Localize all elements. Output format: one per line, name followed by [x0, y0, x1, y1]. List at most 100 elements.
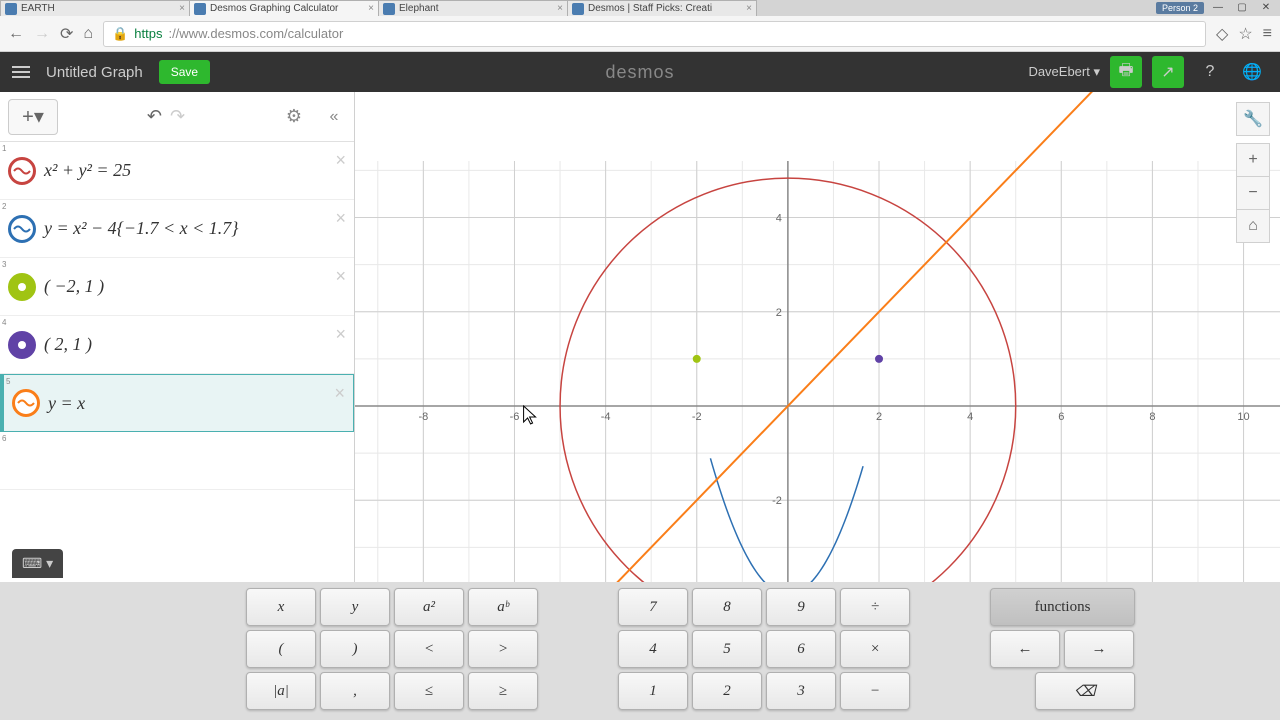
- close-window-icon[interactable]: ✕: [1256, 2, 1276, 14]
- svg-text:-6: -6: [510, 411, 520, 423]
- back-icon[interactable]: ←: [8, 25, 24, 43]
- close-icon[interactable]: ×: [557, 3, 563, 14]
- keypad-key[interactable]: >: [468, 630, 538, 668]
- tab-title: EARTH: [21, 3, 55, 14]
- reload-icon[interactable]: ⟳: [60, 24, 73, 44]
- help-icon[interactable]: ?: [1194, 56, 1226, 88]
- keypad-key[interactable]: 8: [692, 588, 762, 626]
- keypad-key[interactable]: −: [840, 672, 910, 710]
- expression-color-icon[interactable]: [8, 215, 36, 243]
- zoom-out-button[interactable]: −: [1236, 176, 1270, 210]
- keypad-key[interactable]: ×: [840, 630, 910, 668]
- menu-icon[interactable]: ≡: [1263, 25, 1272, 43]
- close-icon[interactable]: ×: [368, 3, 374, 14]
- hamburger-icon[interactable]: [12, 66, 30, 78]
- globe-icon[interactable]: 🌐: [1236, 56, 1268, 88]
- keypad-key[interactable]: 2: [692, 672, 762, 710]
- person-badge[interactable]: Person 2: [1156, 2, 1204, 14]
- forward-icon[interactable]: →: [34, 25, 50, 43]
- minimize-icon[interactable]: —: [1208, 2, 1228, 14]
- svg-text:-2: -2: [692, 411, 702, 423]
- svg-text:6: 6: [1058, 411, 1064, 423]
- keypad-key[interactable]: y: [320, 588, 390, 626]
- expression-text[interactable]: y = x² − 4{−1.7 < x < 1.7}: [44, 218, 239, 239]
- keypad-key[interactable]: ≥: [468, 672, 538, 710]
- expression-index: 3: [2, 260, 6, 269]
- keypad-key[interactable]: a²: [394, 588, 464, 626]
- expression-index: 5: [6, 377, 10, 386]
- gear-icon[interactable]: ⚙: [274, 106, 314, 127]
- keypad-key[interactable]: (: [246, 630, 316, 668]
- user-dropdown[interactable]: DaveEbert ▾: [1028, 64, 1100, 80]
- redo-icon[interactable]: ↷: [170, 106, 185, 127]
- arrow-left-key[interactable]: ←: [990, 630, 1060, 668]
- keypad-key[interactable]: <: [394, 630, 464, 668]
- wrench-icon[interactable]: 🔧: [1236, 102, 1270, 136]
- browser-tab[interactable]: EARTH ×: [0, 0, 190, 16]
- delete-expression-icon[interactable]: ×: [335, 324, 346, 345]
- browser-tab[interactable]: Desmos | Staff Picks: Creati×: [567, 0, 757, 16]
- home-icon[interactable]: ⌂: [83, 25, 93, 43]
- star-icon[interactable]: ☆: [1238, 24, 1252, 44]
- address-bar: ← → ⟳ ⌂ 🔒 https://www.desmos.com/calcula…: [0, 16, 1280, 52]
- expression-row[interactable]: 5 y = x ×: [0, 374, 354, 432]
- keypad-key[interactable]: 5: [692, 630, 762, 668]
- keypad-key[interactable]: 1: [618, 672, 688, 710]
- keypad-key[interactable]: 6: [766, 630, 836, 668]
- expression-text[interactable]: y = x: [48, 393, 85, 414]
- keypad-key[interactable]: |a|: [246, 672, 316, 710]
- maximize-icon[interactable]: ▢: [1232, 2, 1252, 14]
- keypad-key[interactable]: 3: [766, 672, 836, 710]
- delete-expression-icon[interactable]: ×: [335, 208, 346, 229]
- browser-tab[interactable]: Elephant×: [378, 0, 568, 16]
- expression-row[interactable]: 6: [0, 432, 354, 490]
- delete-expression-icon[interactable]: ×: [335, 150, 346, 171]
- keypad-key[interactable]: 4: [618, 630, 688, 668]
- backspace-key[interactable]: ⌫: [1035, 672, 1135, 710]
- expression-index: 6: [2, 434, 6, 443]
- close-icon[interactable]: ×: [746, 3, 752, 14]
- collapse-icon[interactable]: «: [314, 108, 354, 126]
- add-expression-button[interactable]: +▾: [8, 99, 58, 135]
- expression-row[interactable]: 1x² + y² = 25×: [0, 142, 354, 200]
- keypad-key[interactable]: aᵇ: [468, 588, 538, 626]
- save-button[interactable]: Save: [159, 60, 210, 84]
- expression-row[interactable]: 3 ( −2, 1 ) ×: [0, 258, 354, 316]
- keypad-key[interactable]: ): [320, 630, 390, 668]
- expression-row[interactable]: 2y = x² − 4{−1.7 < x < 1.7}×: [0, 200, 354, 258]
- close-icon[interactable]: ×: [179, 3, 185, 14]
- delete-expression-icon[interactable]: ×: [335, 266, 346, 287]
- keypad-key[interactable]: x: [246, 588, 316, 626]
- keypad-key[interactable]: ≤: [394, 672, 464, 710]
- svg-text:-4: -4: [601, 411, 611, 423]
- share-icon[interactable]: ↗: [1152, 56, 1184, 88]
- arrow-right-key[interactable]: →: [1064, 630, 1134, 668]
- zoom-in-button[interactable]: +: [1236, 143, 1270, 177]
- keypad: xya²aᵇ()<>|a|,≤≥ 789÷456×123− functions …: [0, 582, 1280, 720]
- keypad-key[interactable]: 9: [766, 588, 836, 626]
- expression-color-icon[interactable]: [8, 331, 36, 359]
- zoom-home-button[interactable]: ⌂: [1236, 209, 1270, 243]
- functions-key[interactable]: functions: [990, 588, 1135, 626]
- keyboard-toggle[interactable]: ⌨ ▾: [12, 549, 63, 578]
- undo-icon[interactable]: ↶: [147, 106, 162, 127]
- bookmark-tag-icon[interactable]: ◇: [1216, 24, 1228, 44]
- browser-tab[interactable]: Desmos Graphing Calculator×: [189, 0, 379, 16]
- expression-color-icon[interactable]: [12, 389, 40, 417]
- svg-text:4: 4: [967, 411, 973, 423]
- keypad-key[interactable]: ÷: [840, 588, 910, 626]
- delete-expression-icon[interactable]: ×: [334, 383, 345, 404]
- keypad-key[interactable]: 7: [618, 588, 688, 626]
- expression-row[interactable]: 4( 2, 1 )×: [0, 316, 354, 374]
- expression-color-icon[interactable]: [8, 157, 36, 185]
- svg-text:8: 8: [1149, 411, 1155, 423]
- print-icon[interactable]: 🖶: [1110, 56, 1142, 88]
- expression-text[interactable]: ( 2, 1 ): [44, 334, 92, 355]
- keypad-key[interactable]: ,: [320, 672, 390, 710]
- expression-color-icon[interactable]: [8, 273, 36, 301]
- url-input[interactable]: 🔒 https://www.desmos.com/calculator: [103, 21, 1206, 47]
- expression-text[interactable]: ( −2, 1 ): [44, 276, 104, 297]
- expression-text[interactable]: x² + y² = 25: [44, 160, 131, 181]
- graph-title[interactable]: Untitled Graph: [46, 64, 143, 81]
- app-header: Untitled Graph Save desmos DaveEbert ▾ 🖶…: [0, 52, 1280, 92]
